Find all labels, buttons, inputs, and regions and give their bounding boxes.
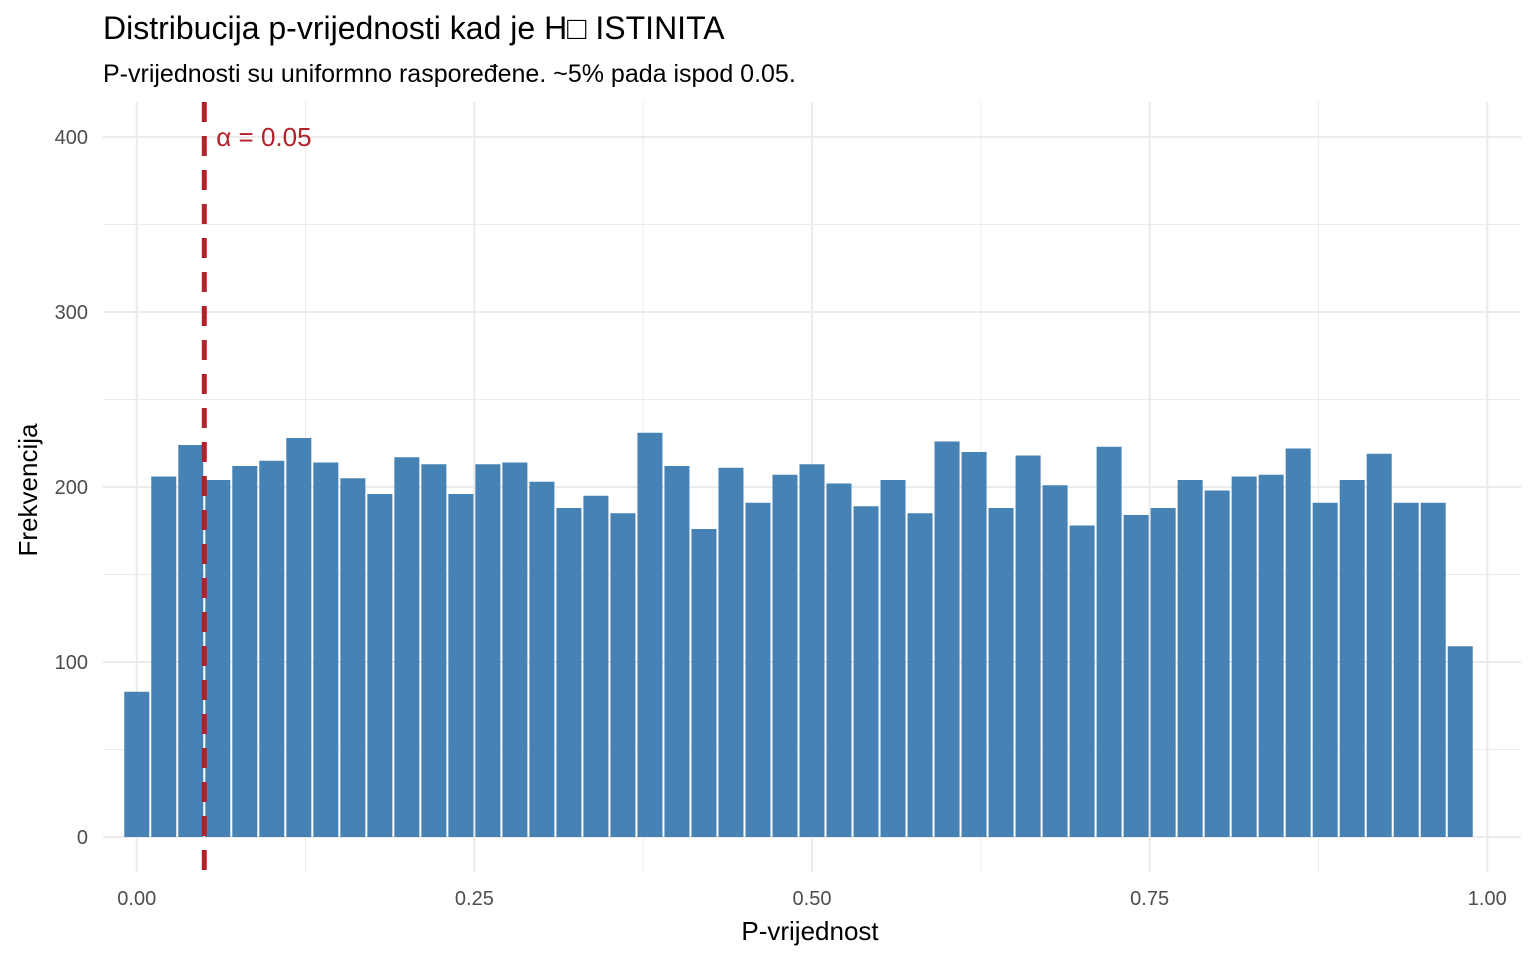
histogram-bar: [1096, 446, 1122, 837]
histogram-bar: [880, 480, 906, 837]
y-axis-ticks: 0 100 200 300 400: [55, 127, 88, 849]
histogram-bar: [1312, 502, 1338, 837]
histogram-bar: [1447, 646, 1473, 837]
histogram-bar: [691, 529, 717, 837]
histogram-bar: [205, 480, 231, 837]
chart-subtitle: P-vrijednosti su uniformno raspoređene. …: [103, 60, 796, 88]
histogram-bar: [664, 466, 690, 837]
histogram-bars: [124, 432, 1473, 837]
histogram-bar: [421, 464, 447, 837]
histogram-bar: [1069, 525, 1095, 837]
alpha-label: α = 0.05: [216, 122, 311, 152]
histogram-bar: [610, 513, 636, 837]
histogram-bar: [1042, 485, 1068, 837]
histogram-bar: [772, 474, 798, 837]
histogram-bar: [448, 494, 474, 837]
histogram-bar: [475, 464, 501, 837]
histogram-bar: [151, 476, 177, 837]
histogram-bar: [286, 438, 312, 837]
histogram-bar: [853, 506, 879, 837]
histogram-bar: [907, 513, 933, 837]
x-tick-label: 0.00: [117, 888, 156, 910]
x-tick-label: 1.00: [1468, 888, 1507, 910]
histogram-bar: [1177, 480, 1203, 837]
alpha-threshold: α = 0.05: [201, 102, 312, 872]
x-tick-label: 0.50: [793, 888, 832, 910]
y-tick-label: 200: [55, 477, 88, 499]
y-tick-label: 100: [55, 652, 88, 674]
x-axis-label: P-vrijednost: [741, 916, 879, 946]
histogram-bar: [799, 464, 825, 837]
histogram-bar: [556, 508, 582, 837]
histogram-bar: [745, 502, 771, 837]
histogram-bar: [961, 452, 987, 837]
y-tick-label: 300: [55, 302, 88, 324]
y-tick-label: 400: [55, 127, 88, 149]
histogram-bar: [1366, 453, 1392, 837]
histogram-bar: [1393, 502, 1419, 837]
histogram-bar: [1015, 455, 1041, 837]
y-axis-label: Frekvencija: [13, 423, 43, 556]
histogram-bar: [826, 483, 852, 837]
histogram-bar: [1285, 448, 1311, 837]
x-axis-ticks: 0.00 0.25 0.50 0.75 1.00: [117, 888, 1506, 910]
y-tick-label: 0: [77, 827, 88, 849]
histogram-bar: [1150, 508, 1176, 837]
histogram-bar: [178, 445, 204, 837]
histogram-bar: [637, 432, 663, 837]
histogram-bar: [1231, 476, 1257, 837]
histogram-bar: [232, 466, 258, 837]
histogram-bar: [1420, 502, 1446, 837]
histogram-bar: [529, 481, 555, 837]
x-tick-label: 0.75: [1130, 888, 1169, 910]
histogram-bar: [718, 467, 744, 837]
x-tick-label: 0.25: [455, 888, 494, 910]
histogram-bar: [1123, 515, 1149, 837]
histogram-bar: [988, 508, 1014, 837]
histogram-bar: [1204, 490, 1230, 837]
histogram-bar: [502, 462, 528, 837]
histogram-bar: [124, 691, 150, 837]
histogram-bar: [340, 478, 366, 837]
histogram-bar: [934, 441, 960, 837]
histogram-bar: [259, 460, 285, 837]
histogram-bar: [394, 457, 420, 837]
histogram-bar: [313, 462, 339, 837]
chart-title: Distribucija p-vrijednosti kad je H□ IST…: [103, 10, 725, 46]
histogram-bar: [583, 495, 609, 837]
histogram-bar: [1339, 480, 1365, 837]
histogram-bar: [1258, 474, 1284, 837]
histogram-bar: [367, 494, 393, 837]
